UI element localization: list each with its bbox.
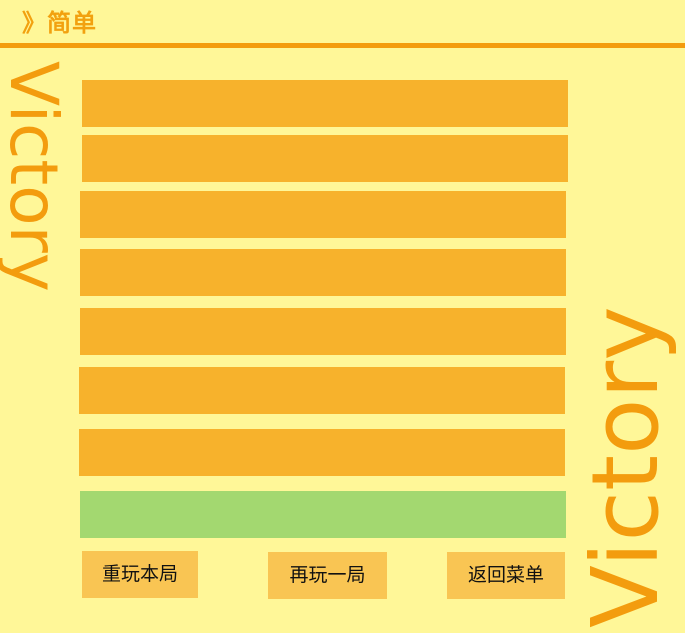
guess-row-6 <box>79 367 565 414</box>
back-to-menu-button[interactable]: 返回菜单 <box>447 552 565 599</box>
header: 》简单 <box>0 0 685 48</box>
guess-row-2 <box>82 135 568 182</box>
guess-row-8-correct <box>80 491 566 538</box>
guess-row-1 <box>82 80 568 127</box>
victory-banner-left: Victory <box>0 61 72 292</box>
guess-row-4 <box>80 249 566 296</box>
difficulty-title: 》简单 <box>22 9 97 37</box>
victory-banner-right: Victory <box>572 306 679 628</box>
replay-round-button[interactable]: 重玩本局 <box>82 551 198 598</box>
play-again-button[interactable]: 再玩一局 <box>268 552 387 599</box>
guess-row-3 <box>80 191 566 238</box>
header-divider <box>0 43 685 48</box>
guess-row-5 <box>80 308 566 355</box>
guess-row-7 <box>79 429 565 476</box>
